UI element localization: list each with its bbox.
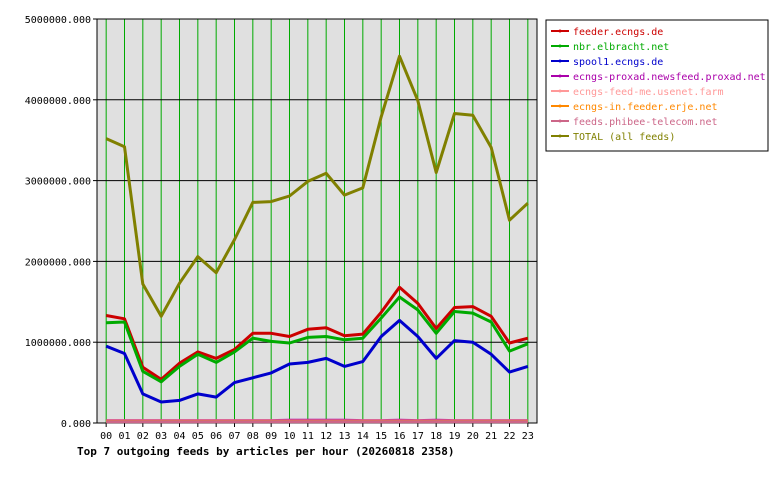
x-tick-label: 14 [357, 431, 369, 442]
legend-label: spool1.ecngs.de [573, 57, 663, 68]
series-line [105, 318, 529, 404]
legend-marker [558, 44, 562, 48]
x-tick-label: 19 [448, 431, 460, 442]
x-tick-label: 06 [210, 431, 222, 442]
x-tick-label: 17 [412, 431, 424, 442]
x-tick-label: 15 [375, 431, 387, 442]
x-tick-label: 00 [100, 431, 112, 442]
x-tick-label: 03 [155, 431, 167, 442]
x-tick-label: 05 [192, 431, 204, 442]
legend-marker [558, 29, 562, 33]
legend-marker [558, 74, 562, 78]
legend-marker [558, 119, 562, 123]
y-tick-label: 3000000.000 [25, 177, 91, 188]
plot-background [97, 19, 537, 423]
legend-marker [558, 104, 562, 108]
legend-box [545, 19, 769, 152]
x-tick-label: 20 [467, 431, 479, 442]
chart-title: Top 7 outgoing feeds by articles per hou… [77, 445, 455, 458]
x-tick-label: 01 [118, 431, 130, 442]
x-tick-label: 11 [302, 431, 314, 442]
legend-label: ecngs-in.feeder.erje.net [573, 102, 718, 113]
y-tick-label: 1000000.000 [25, 338, 91, 349]
y-axis-ticks: 0.000 1000000.000 2000000.000 3000000.000 40… [25, 15, 97, 430]
legend-label: ecngs-proxad.newsfeed.proxad.net [573, 72, 766, 83]
x-tick-label: 10 [283, 431, 295, 442]
legend: feeder.ecngs.de nbr.elbracht.net spool1.ec… [545, 19, 769, 152]
legend-marker [558, 59, 562, 63]
x-tick-label: 16 [393, 431, 405, 442]
y-tick-label: 5000000.000 [25, 15, 91, 26]
x-tick-label: 04 [173, 431, 185, 442]
x-axis-ticks: 00 01 02 03 04 05 06 07 08 09 10 11 12 13 14 15 16 17 18 19… [100, 423, 534, 442]
legend-label: nbr.elbracht.net [573, 42, 669, 53]
series-line [105, 285, 529, 381]
x-tick-label: 18 [430, 431, 442, 442]
legend-label: TOTAL (all feeds) [573, 132, 675, 143]
x-tick-label: 13 [338, 431, 350, 442]
legend-label: ecngs-feed-me.usenet.farm [573, 87, 724, 98]
legend-marker [558, 134, 562, 138]
x-tick-label: 09 [265, 431, 277, 442]
x-tick-label: 23 [522, 431, 534, 442]
y-tick-label: 0.000 [61, 419, 91, 430]
series-lines [105, 54, 529, 424]
x-tick-label: 21 [485, 431, 497, 442]
legend-label: feeds.phibee-telecom.net [573, 117, 718, 128]
x-tick-label: 08 [247, 431, 259, 442]
legend-label: feeder.ecngs.de [573, 27, 663, 38]
series-line [106, 295, 529, 384]
y-tick-label: 4000000.000 [25, 96, 91, 107]
x-tick-label: 12 [320, 431, 332, 442]
series-line [105, 54, 529, 318]
x-tick-label: 07 [228, 431, 240, 442]
y-tick-label: 2000000.000 [25, 257, 91, 268]
legend-marker [558, 89, 562, 93]
x-tick-label: 02 [137, 431, 149, 442]
x-tick-label: 22 [503, 431, 515, 442]
